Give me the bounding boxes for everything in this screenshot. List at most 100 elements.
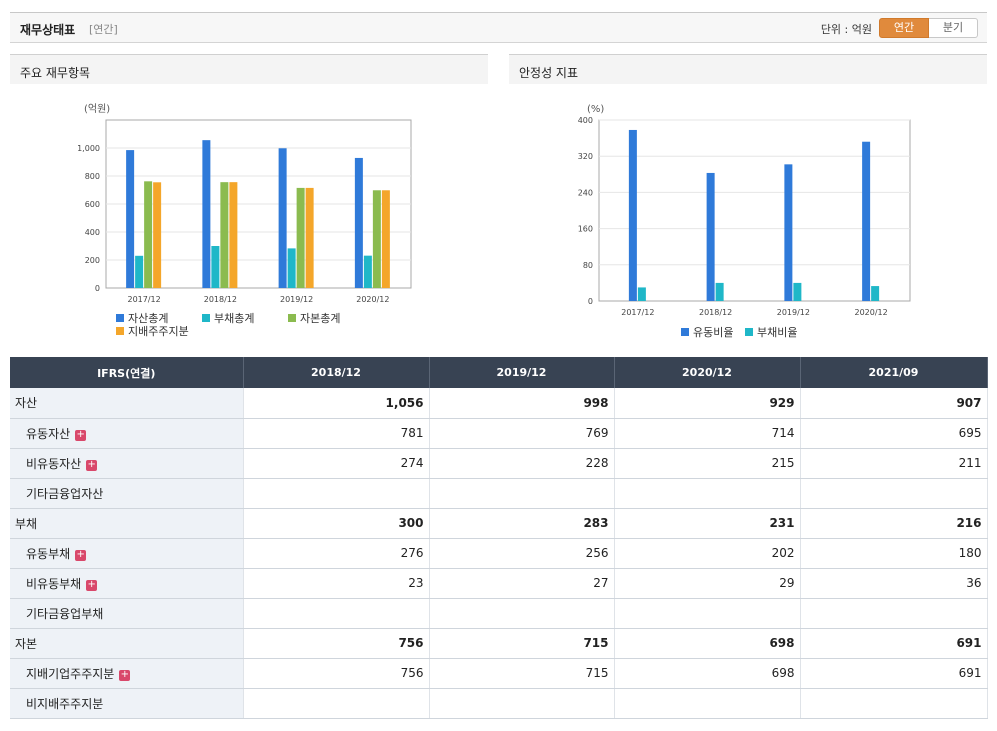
- bar: [871, 286, 880, 301]
- table-row: 자산 1,056 998 929 907: [10, 388, 988, 419]
- value-cell: 691: [800, 628, 988, 659]
- y-tick-label: 1,000: [77, 144, 100, 153]
- balance-sheet-table: IFRS(연결) 2018/12 2019/12 2020/12 2021/09…: [10, 357, 988, 719]
- unit-label: (%): [587, 104, 604, 115]
- row-label-cell: 유동부채 +: [10, 538, 244, 569]
- bar: [862, 141, 871, 301]
- row-label-cell: 자본: [10, 628, 244, 659]
- row-label-cell: 자산: [10, 388, 244, 419]
- key-items-chart: (억원) 0 200 400 600 800 1,000 2017/12 2018/12 2019…: [77, 103, 412, 338]
- y-tick-label: 200: [85, 256, 100, 265]
- y-tick-label: 80: [583, 261, 593, 270]
- x-tick-label: 2018/12: [699, 308, 732, 317]
- bar: [793, 282, 802, 301]
- unit-label: 단위 : 억원: [820, 23, 872, 36]
- legend-label: 자산총계: [128, 312, 168, 325]
- value-cell: 228: [429, 448, 615, 479]
- unit-label: (억원): [84, 103, 110, 115]
- y-tick-label: 240: [578, 188, 593, 197]
- row-label-cell: 비지배주주지분: [10, 688, 244, 719]
- plot-area: [598, 119, 911, 302]
- bar: [372, 190, 381, 288]
- x-tick-label: 2017/12: [128, 295, 161, 304]
- expand-plus-icon[interactable]: +: [75, 428, 87, 441]
- legend-swatch: [116, 327, 124, 335]
- value-cell: 23: [243, 568, 430, 599]
- table-row: 비유동부채 +23 27 29 36: [10, 568, 988, 599]
- value-cell: [429, 688, 615, 719]
- table-row: 비지배주주지분: [10, 688, 988, 719]
- value-cell: 1,056: [243, 388, 430, 419]
- value-cell: 180: [800, 538, 988, 569]
- bar: [153, 182, 162, 288]
- row-label-cell: 부채: [10, 508, 244, 539]
- financial-statement-header: 재무상태표 [연간] 단위 : 억원 연간 분기: [10, 12, 987, 43]
- y-tick-label: 320: [578, 152, 593, 161]
- x-tick-label: 2020/12: [855, 308, 888, 317]
- y-tick-label: 0: [95, 284, 100, 293]
- bar: [135, 255, 144, 288]
- x-tick-label: 2020/12: [356, 295, 389, 304]
- y-tick-label: 0: [588, 297, 593, 306]
- bar: [220, 182, 229, 288]
- value-cell: 907: [800, 388, 988, 419]
- value-cell: 998: [429, 388, 615, 419]
- x-tick-label: 2018/12: [204, 295, 237, 304]
- bar: [363, 255, 372, 288]
- expand-plus-icon[interactable]: +: [75, 548, 87, 561]
- y-tick-label: 160: [578, 225, 593, 234]
- value-cell: 691: [800, 658, 988, 689]
- annual-tab[interactable]: 연간: [879, 18, 929, 38]
- legend-label: 부채비율: [757, 326, 797, 339]
- bar: [715, 282, 724, 301]
- table-row: 자본 756 715 698 691: [10, 628, 988, 659]
- expand-plus-icon[interactable]: +: [119, 668, 131, 681]
- table-header-row: IFRS(연결) 2018/12 2019/12 2020/12 2021/09: [10, 357, 988, 388]
- y-tick-label: 400: [578, 116, 593, 125]
- bar: [287, 248, 296, 288]
- bar: [211, 246, 220, 288]
- row-label: 지배기업주주지분: [26, 666, 115, 681]
- row-label: 유동자산: [26, 426, 71, 441]
- row-label: 기타금융업부채: [26, 606, 104, 621]
- bar: [144, 181, 153, 288]
- quarterly-tab[interactable]: 분기: [929, 18, 978, 38]
- value-cell: [429, 598, 615, 629]
- value-cell: 756: [243, 658, 430, 689]
- bar: [637, 287, 646, 301]
- row-label: 부채: [15, 516, 38, 531]
- bar: [202, 140, 211, 288]
- expand-plus-icon[interactable]: +: [86, 578, 98, 591]
- value-cell: 714: [614, 418, 801, 449]
- value-cell: 283: [429, 508, 615, 539]
- table-row: 기타금융업부채: [10, 598, 988, 629]
- legend-label: 유동비율: [693, 326, 733, 339]
- y-tick-label: 400: [85, 228, 100, 237]
- row-label: 비유동자산: [26, 456, 82, 471]
- row-label-cell: 기타금융업부채: [10, 598, 244, 629]
- row-label: 유동부채: [26, 546, 71, 561]
- value-cell: 715: [429, 628, 615, 659]
- legend-swatch: [681, 328, 689, 336]
- table-row: 기타금융업자산: [10, 478, 988, 509]
- value-cell: [614, 478, 801, 509]
- row-label: 자본: [15, 636, 38, 651]
- table-row: 유동부채 +276 256 202 180: [10, 538, 988, 569]
- legend-swatch: [116, 314, 124, 322]
- column-header: 2021/09: [800, 357, 988, 388]
- value-cell: 695: [800, 418, 988, 449]
- value-cell: 698: [614, 658, 801, 689]
- expand-plus-icon[interactable]: +: [86, 458, 98, 471]
- value-cell: [243, 478, 430, 509]
- value-cell: [800, 688, 988, 719]
- value-cell: 276: [243, 538, 430, 569]
- legend-label: 지배주주지분: [128, 325, 189, 338]
- legend-swatch: [745, 328, 753, 336]
- legend-label: 부채총계: [214, 312, 254, 325]
- value-cell: [614, 688, 801, 719]
- table-row: 유동자산 +781 769 714 695: [10, 418, 988, 449]
- row-label: 자산: [15, 396, 38, 411]
- value-cell: 300: [243, 508, 430, 539]
- value-cell: [800, 478, 988, 509]
- bar: [706, 172, 715, 301]
